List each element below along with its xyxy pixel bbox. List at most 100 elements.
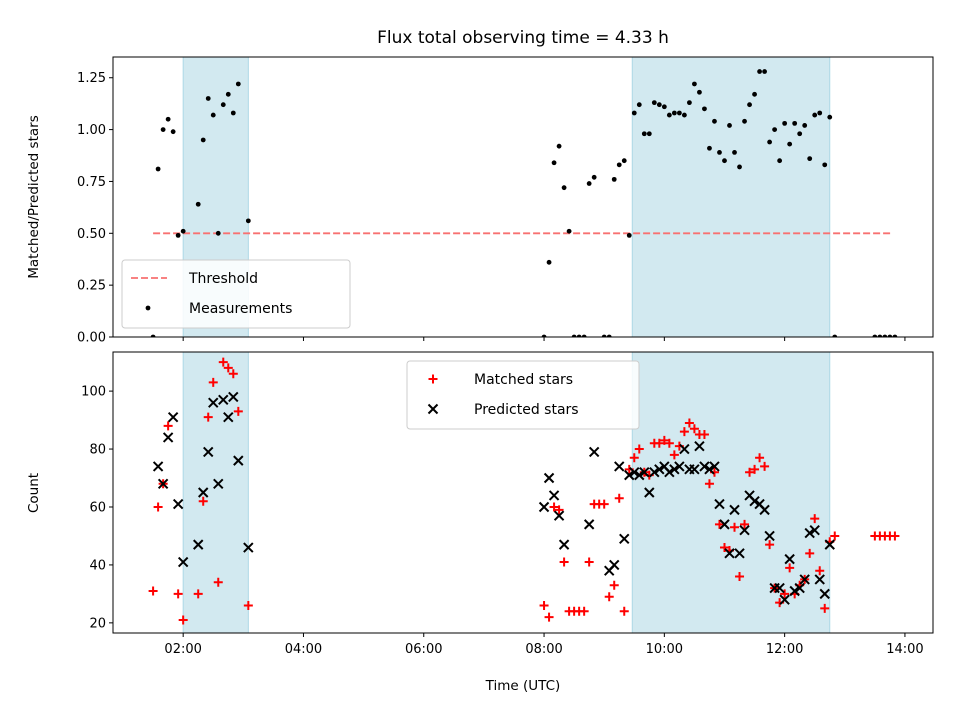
data-point xyxy=(760,461,770,471)
data-point xyxy=(213,478,224,490)
data-point xyxy=(160,127,166,132)
data-point xyxy=(604,592,614,602)
y-tick-label: 100 xyxy=(81,385,106,400)
data-point xyxy=(872,334,878,337)
data-point xyxy=(243,542,254,553)
x-tick-label: 04:00 xyxy=(285,642,322,657)
data-point xyxy=(699,430,709,440)
data-point xyxy=(687,100,692,106)
y-tick-label: 1.25 xyxy=(77,71,106,86)
data-point xyxy=(689,424,699,434)
data-point xyxy=(624,469,635,481)
data-point xyxy=(707,145,712,151)
legend-label: Measurements xyxy=(189,301,292,317)
data-point xyxy=(805,548,815,558)
data-point xyxy=(541,334,547,337)
legend: Matched stars Predicted stars xyxy=(406,360,640,430)
data-point xyxy=(722,158,727,164)
data-point xyxy=(724,548,735,559)
data-point xyxy=(551,160,557,166)
data-point xyxy=(739,524,750,536)
legend-box xyxy=(121,259,351,329)
data-point xyxy=(802,123,808,128)
data-point xyxy=(539,600,549,610)
data-point xyxy=(614,461,625,472)
data-point xyxy=(752,91,757,97)
data-point xyxy=(644,487,655,498)
data-point xyxy=(651,100,657,106)
data-point xyxy=(815,566,825,576)
data-point xyxy=(155,166,161,172)
y-tick-label: 0.75 xyxy=(77,175,106,190)
data-point xyxy=(717,150,722,155)
data-point xyxy=(810,514,820,524)
data-point xyxy=(666,112,672,118)
data-point xyxy=(172,498,184,510)
data-point xyxy=(157,478,169,490)
plot-area xyxy=(150,57,898,337)
data-point xyxy=(740,519,750,529)
data-point xyxy=(877,334,883,337)
data-point xyxy=(787,141,793,147)
data-point xyxy=(200,137,206,143)
data-point xyxy=(804,527,815,539)
data-point xyxy=(225,91,231,97)
data-point xyxy=(203,446,214,458)
data-point xyxy=(819,588,830,600)
data-point xyxy=(629,453,639,463)
data-point xyxy=(750,464,760,474)
data-point xyxy=(772,127,778,132)
data-point xyxy=(747,102,752,108)
data-point xyxy=(611,176,617,182)
data-point xyxy=(654,464,665,475)
data-point xyxy=(659,435,669,445)
data-point xyxy=(152,461,164,472)
data-point xyxy=(734,548,745,559)
series-matched-stars xyxy=(148,357,900,625)
data-point xyxy=(571,334,577,337)
data-point xyxy=(676,110,682,116)
legend-box xyxy=(406,360,640,430)
data-point xyxy=(797,131,803,137)
legend-label: Threshold xyxy=(188,271,258,287)
data-point xyxy=(636,102,642,108)
bottom-panel: 20 40 60 80 100 02:00 04:00 06:00 08:00 10:00 12:0… xyxy=(81,351,934,657)
data-point xyxy=(561,185,567,191)
data-point xyxy=(762,69,767,74)
data-point xyxy=(661,104,667,110)
data-point xyxy=(767,139,773,145)
y-tick-label: 1.00 xyxy=(77,123,106,138)
data-point xyxy=(205,96,211,101)
data-point xyxy=(165,116,171,122)
data-point xyxy=(619,606,629,616)
data-point xyxy=(822,162,828,168)
bottom-y-axis-label: Count xyxy=(26,473,42,513)
data-point xyxy=(785,563,795,573)
data-point xyxy=(553,510,565,521)
data-point xyxy=(664,438,674,448)
series-measurements xyxy=(150,69,898,337)
data-point xyxy=(730,522,740,532)
data-point xyxy=(887,334,893,337)
data-point xyxy=(218,357,228,367)
data-point xyxy=(546,259,552,265)
x-tick-label: 06:00 xyxy=(405,642,442,657)
data-point xyxy=(794,582,805,594)
data-point xyxy=(689,464,700,475)
data-point xyxy=(699,461,710,472)
data-point xyxy=(616,162,622,168)
legend-label: Predicted stars xyxy=(474,402,579,418)
series-predicted-stars xyxy=(152,391,835,605)
data-point xyxy=(729,504,740,516)
data-point xyxy=(223,363,233,373)
data-point xyxy=(606,334,612,337)
data-point xyxy=(549,502,559,512)
data-point xyxy=(208,397,219,408)
data-point xyxy=(807,156,813,162)
data-point xyxy=(162,432,174,443)
data-point xyxy=(681,112,687,118)
data-point xyxy=(548,490,560,501)
data-point xyxy=(193,589,203,599)
data-point xyxy=(198,487,209,498)
